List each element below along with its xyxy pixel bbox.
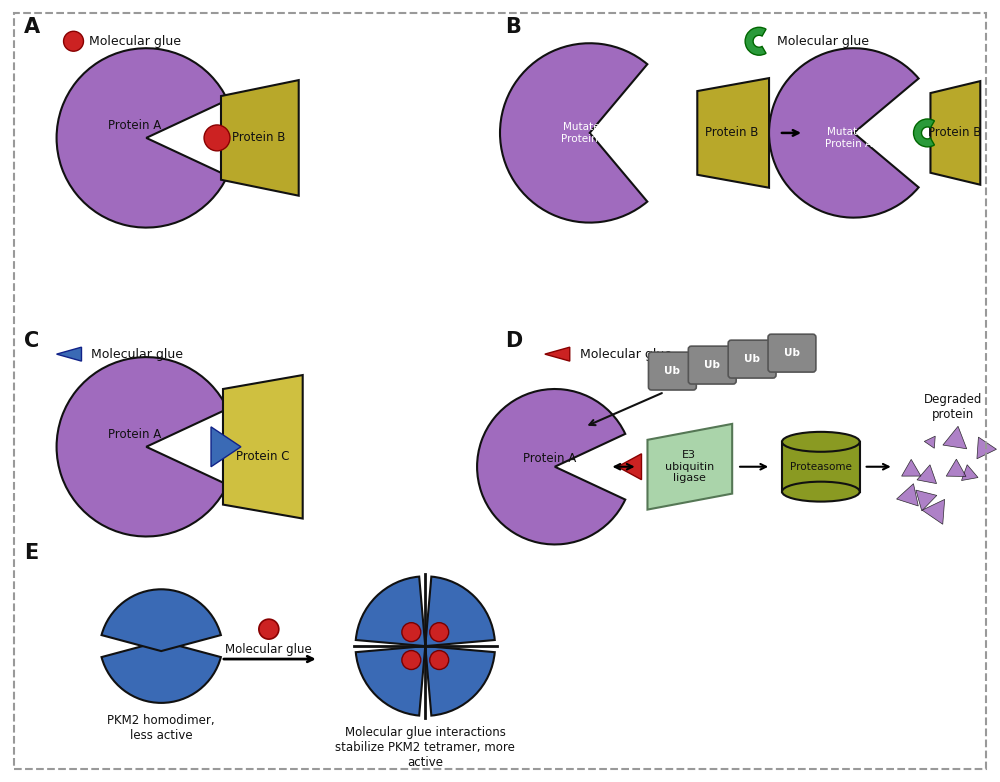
- Text: Ub: Ub: [664, 366, 680, 376]
- Text: Molecular glue: Molecular glue: [777, 34, 869, 48]
- Text: E3
ubiquitin
ligase: E3 ubiquitin ligase: [665, 450, 714, 483]
- Polygon shape: [943, 426, 967, 449]
- Text: Ub: Ub: [704, 360, 720, 370]
- Text: Protein B: Protein B: [705, 127, 759, 139]
- Polygon shape: [545, 347, 570, 361]
- Polygon shape: [618, 454, 641, 479]
- FancyBboxPatch shape: [648, 352, 696, 390]
- FancyBboxPatch shape: [768, 334, 816, 372]
- Circle shape: [430, 651, 449, 669]
- Circle shape: [402, 651, 421, 669]
- Circle shape: [402, 622, 421, 641]
- Text: B: B: [505, 17, 521, 38]
- Text: D: D: [505, 331, 522, 351]
- Polygon shape: [902, 459, 921, 476]
- Text: Proteasome: Proteasome: [790, 461, 852, 472]
- Wedge shape: [500, 43, 647, 223]
- Wedge shape: [57, 48, 228, 228]
- Polygon shape: [962, 465, 978, 480]
- Circle shape: [259, 619, 279, 639]
- Text: E: E: [24, 543, 38, 563]
- Polygon shape: [223, 375, 303, 518]
- Text: Mutated
Protein A: Mutated Protein A: [561, 122, 608, 144]
- Text: Molecular glue: Molecular glue: [91, 348, 183, 361]
- Polygon shape: [211, 427, 241, 467]
- FancyBboxPatch shape: [688, 346, 736, 384]
- Wedge shape: [425, 646, 495, 716]
- Ellipse shape: [782, 432, 860, 452]
- Polygon shape: [897, 484, 918, 506]
- Text: A: A: [24, 17, 40, 38]
- Text: Mutated
Protein A: Mutated Protein A: [825, 127, 872, 149]
- Text: Molecular glue: Molecular glue: [580, 348, 672, 361]
- Text: Molecular glue interactions
stabilize PKM2 tetramer, more
active: Molecular glue interactions stabilize PK…: [335, 726, 515, 769]
- Circle shape: [204, 125, 230, 151]
- Polygon shape: [946, 459, 966, 476]
- Polygon shape: [977, 437, 996, 459]
- Bar: [782, 442, 860, 492]
- Text: PKM2 homodimer,
less active: PKM2 homodimer, less active: [107, 714, 215, 742]
- Text: C: C: [24, 331, 39, 351]
- Wedge shape: [769, 48, 919, 217]
- FancyBboxPatch shape: [728, 340, 776, 378]
- Polygon shape: [57, 347, 81, 361]
- Circle shape: [430, 622, 449, 641]
- Circle shape: [64, 31, 83, 51]
- Wedge shape: [745, 27, 766, 56]
- Polygon shape: [697, 78, 769, 188]
- Ellipse shape: [782, 482, 860, 501]
- Polygon shape: [917, 465, 937, 483]
- Wedge shape: [356, 646, 425, 716]
- Wedge shape: [477, 389, 625, 544]
- Polygon shape: [647, 424, 732, 510]
- Text: Protein A: Protein A: [108, 120, 161, 132]
- Wedge shape: [102, 641, 221, 703]
- Polygon shape: [924, 436, 935, 448]
- Polygon shape: [916, 490, 937, 511]
- Text: Protein A: Protein A: [523, 452, 576, 465]
- Text: Protein C: Protein C: [236, 450, 290, 463]
- Text: Ub: Ub: [784, 348, 800, 358]
- Wedge shape: [102, 590, 221, 651]
- Wedge shape: [356, 576, 425, 646]
- Text: Molecular glue: Molecular glue: [89, 34, 181, 48]
- Polygon shape: [221, 80, 299, 196]
- Text: Molecular glue: Molecular glue: [225, 643, 312, 655]
- Wedge shape: [425, 576, 495, 646]
- Polygon shape: [922, 500, 945, 524]
- Polygon shape: [930, 81, 980, 185]
- Text: Protein B: Protein B: [928, 127, 981, 139]
- Text: Protein A: Protein A: [108, 429, 161, 441]
- Wedge shape: [914, 119, 934, 147]
- Text: Protein B: Protein B: [232, 131, 286, 145]
- Text: Degraded
protein: Degraded protein: [924, 393, 983, 421]
- Text: Ub: Ub: [744, 354, 760, 364]
- Wedge shape: [57, 357, 228, 536]
